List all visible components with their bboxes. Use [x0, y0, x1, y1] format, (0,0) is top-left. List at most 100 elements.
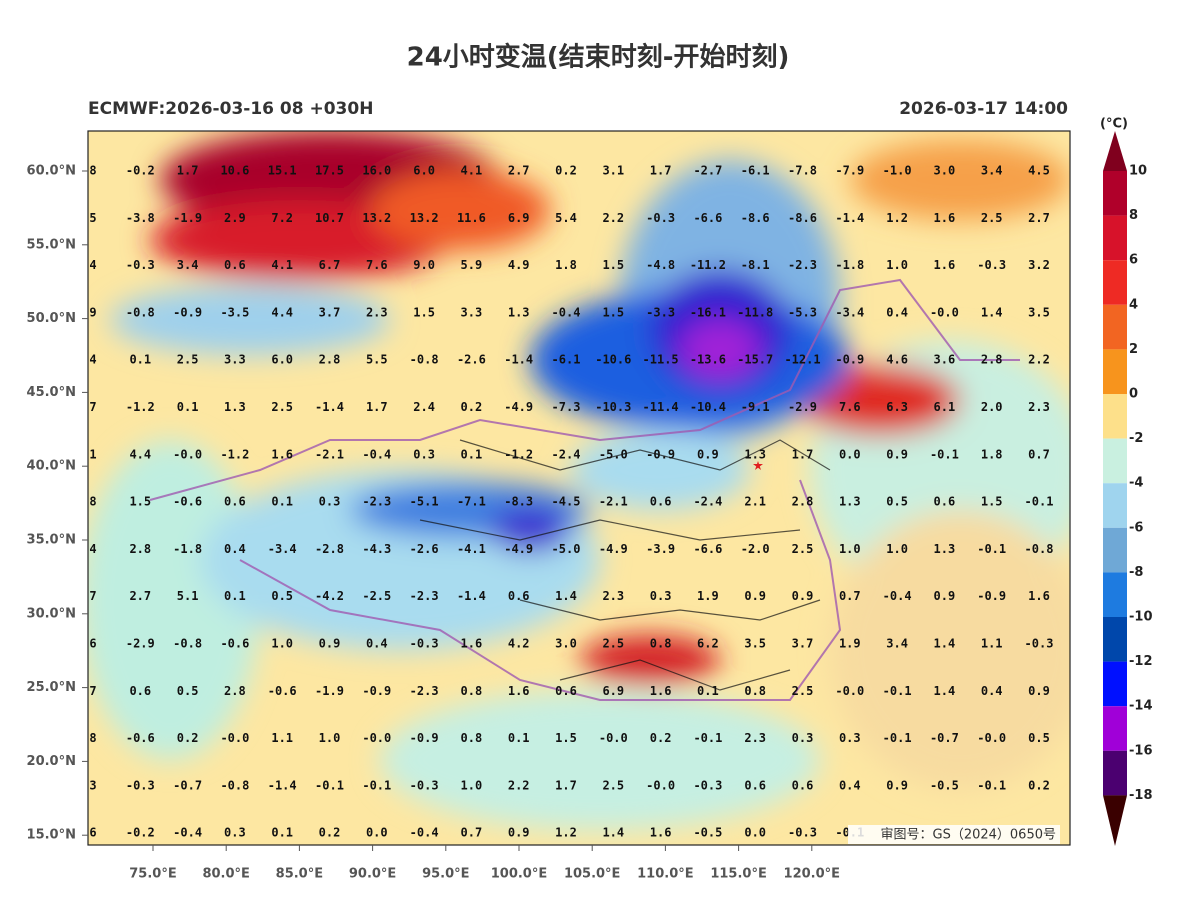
grid-value: 0.4 — [366, 637, 388, 651]
lon-label: 105.0°E — [564, 867, 621, 882]
grid-value: 4.4 — [271, 305, 293, 319]
grid-value: 3.5 — [744, 637, 766, 651]
grid-value: 2.7 — [508, 164, 530, 178]
grid-value: 3 — [89, 778, 96, 792]
grid-value: -0.3 — [1025, 637, 1054, 651]
grid-value: 7.2 — [271, 211, 293, 225]
grid-value: 1.5 — [413, 305, 435, 319]
lon-label: 100.0°E — [491, 867, 548, 882]
grid-value: 1.2 — [555, 826, 577, 840]
grid-value: 1.6 — [934, 258, 956, 272]
review-number: 审图号：GS（2024）0650号 — [881, 828, 1057, 843]
grid-value: -1.0 — [883, 164, 912, 178]
grid-value: -0.4 — [410, 826, 439, 840]
grid-value: 1.3 — [744, 447, 766, 461]
grid-value: -2.9 — [126, 637, 155, 651]
grid-value: -4.9 — [504, 400, 533, 414]
map-field: 8 -0.2 1.7 10.6 15.1 17.5 16.0 6.0 4.1 2.7 0.2 3.1 1… — [88, 131, 1070, 845]
grid-value: 0.2 — [177, 731, 199, 745]
grid-value: 2.4 — [413, 400, 435, 414]
grid-value: 1.7 — [650, 164, 672, 178]
grid-value: -8.6 — [741, 211, 770, 225]
grid-value: -2.7 — [693, 164, 722, 178]
grid-value: 1.9 — [697, 589, 719, 603]
grid-value: -2.3 — [410, 589, 439, 603]
grid-value: -2.3 — [362, 495, 391, 509]
grid-value: 6.7 — [319, 258, 341, 272]
grid-value: -3.3 — [646, 305, 675, 319]
grid-value: 4.9 — [508, 258, 530, 272]
grid-value: 1.3 — [934, 542, 956, 556]
colorbar-segment — [1103, 572, 1127, 617]
grid-value: 0.9 — [744, 589, 766, 603]
grid-value: 0.0 — [744, 826, 766, 840]
lon-label: 110.0°E — [637, 867, 694, 882]
grid-value: -11.8 — [737, 305, 773, 319]
grid-value: -11.2 — [690, 258, 726, 272]
grid-value: -0.0 — [835, 684, 864, 698]
grid-value: -2.0 — [741, 542, 770, 556]
grid-value: -10.3 — [595, 400, 631, 414]
grid-value: -0.4 — [552, 305, 581, 319]
colorbar-segment — [1103, 349, 1127, 394]
colorbar-label: -4 — [1129, 476, 1143, 491]
colorbar-label: -10 — [1129, 610, 1153, 625]
colorbar-segment — [1103, 215, 1127, 261]
lat-label: 20.0°N — [27, 754, 76, 769]
grid-value: 0.5 — [1028, 731, 1050, 745]
grid-value: -0.7 — [930, 731, 959, 745]
lat-label: 15.0°N — [27, 828, 76, 843]
grid-value: 1.5 — [981, 495, 1003, 509]
grid-value: 6.9 — [508, 211, 530, 225]
lat-label: 25.0°N — [27, 680, 76, 695]
grid-value: 5.4 — [555, 211, 577, 225]
grid-value: 0.1 — [271, 826, 293, 840]
grid-value: 0.6 — [129, 684, 151, 698]
grid-value: 17.5 — [315, 164, 344, 178]
grid-value: -6.1 — [552, 353, 581, 367]
lat-label: 35.0°N — [27, 533, 76, 548]
grid-value: -0.0 — [173, 447, 202, 461]
grid-value: 1.6 — [650, 684, 672, 698]
grid-value: 1.4 — [602, 826, 624, 840]
grid-value: 1.0 — [839, 542, 861, 556]
grid-value: 0.8 — [650, 637, 672, 651]
grid-value: -0.4 — [362, 447, 391, 461]
lat-label: 30.0°N — [27, 606, 76, 621]
grid-value: 2.3 — [366, 305, 388, 319]
lat-label: 60.0°N — [27, 164, 76, 179]
grid-value: 3.7 — [319, 305, 341, 319]
grid-value: 0.9 — [319, 637, 341, 651]
colorbar-label: -16 — [1129, 743, 1153, 758]
grid-value: 0.0 — [366, 826, 388, 840]
grid-value: -0.8 — [173, 637, 202, 651]
grid-value: 1.3 — [839, 495, 861, 509]
grid-value: -0.0 — [930, 305, 959, 319]
lon-label: 90.0°E — [349, 867, 396, 882]
grid-value: -10.4 — [690, 400, 726, 414]
grid-value: 4.6 — [886, 353, 908, 367]
grid-value: -4.8 — [646, 258, 675, 272]
lat-label: 45.0°N — [27, 385, 76, 400]
grid-value: 1.7 — [792, 447, 814, 461]
colorbar-cap-top — [1103, 131, 1127, 171]
grid-value: 2.5 — [981, 211, 1003, 225]
grid-value: -2.8 — [315, 542, 344, 556]
lon-label: 120.0°E — [784, 867, 841, 882]
grid-value: 0.6 — [224, 495, 246, 509]
grid-value: -7.8 — [788, 164, 817, 178]
grid-value: 6 — [89, 637, 96, 651]
grid-value: -0.5 — [930, 778, 959, 792]
grid-value: 2.5 — [271, 400, 293, 414]
colorbar-segment — [1103, 706, 1127, 751]
grid-value: -4.2 — [315, 589, 344, 603]
grid-value: 15.1 — [268, 164, 297, 178]
grid-value: 3.1 — [602, 164, 624, 178]
grid-value: -0.8 — [220, 778, 249, 792]
grid-value: 0.1 — [177, 400, 199, 414]
grid-value: 0.7 — [461, 826, 483, 840]
grid-value: 1.8 — [555, 258, 577, 272]
grid-value: 2.2 — [508, 778, 530, 792]
grid-value: 1 — [89, 447, 96, 461]
grid-value: 1.4 — [934, 637, 956, 651]
